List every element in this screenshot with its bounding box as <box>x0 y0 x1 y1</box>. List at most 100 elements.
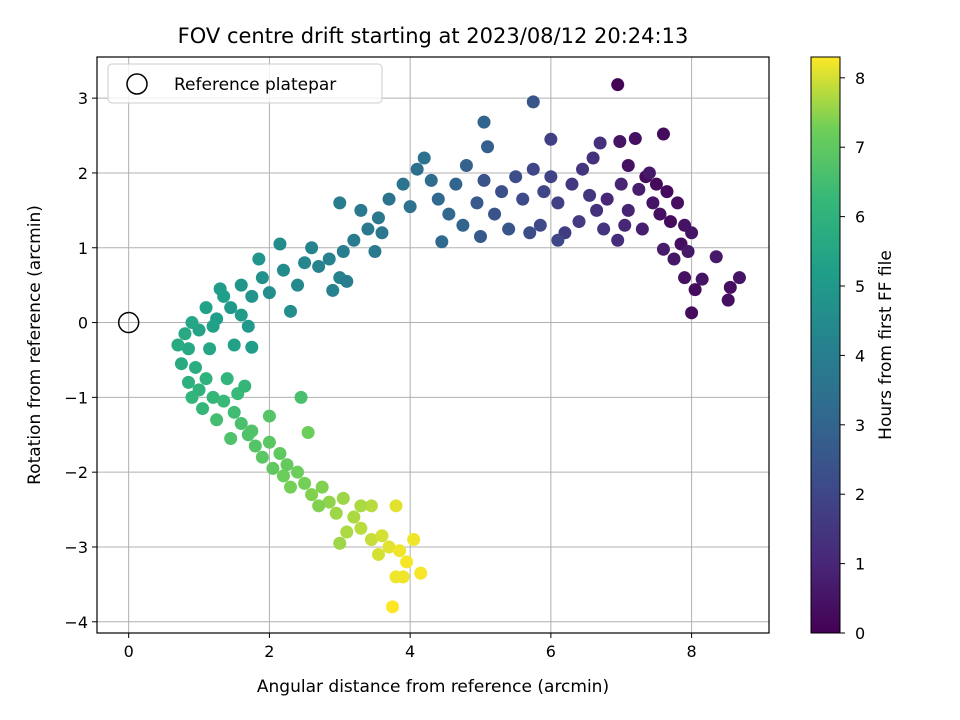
data-point <box>220 372 234 386</box>
data-point <box>291 465 305 479</box>
data-point <box>199 301 213 315</box>
data-point <box>171 338 185 352</box>
data-point <box>565 177 579 191</box>
colorbar-tick-label: 6 <box>855 208 865 227</box>
data-point <box>590 203 604 217</box>
data-point <box>227 338 241 352</box>
data-point <box>632 182 646 196</box>
data-point <box>477 115 491 129</box>
data-point <box>347 510 361 524</box>
data-point <box>210 413 224 427</box>
data-point <box>618 218 632 232</box>
data-point <box>597 222 611 236</box>
colorbar-tick-label: 4 <box>855 346 865 365</box>
colorbar-tick-label: 0 <box>855 624 865 643</box>
data-point <box>364 532 378 546</box>
data-point <box>526 95 540 109</box>
colorbar-tick-label: 5 <box>855 277 865 296</box>
data-point <box>611 233 625 247</box>
data-point <box>185 390 199 404</box>
data-point <box>364 499 378 513</box>
data-point <box>551 233 565 247</box>
data-point <box>368 244 382 258</box>
data-point <box>431 192 445 206</box>
data-point <box>206 319 220 333</box>
data-point <box>284 304 298 318</box>
data-point <box>340 525 354 539</box>
data-point <box>199 372 213 386</box>
data-point <box>371 547 385 561</box>
data-point <box>688 283 702 297</box>
colorbar: 0 1 2 3 4 5 6 7 8 Hours from first FF file <box>810 56 896 643</box>
colorbar-tick-label: 1 <box>855 555 865 574</box>
x-tick-label: 2 <box>264 642 274 661</box>
data-point <box>181 375 195 389</box>
data-point <box>709 250 723 264</box>
data-point <box>488 207 502 221</box>
data-point <box>649 177 663 191</box>
data-point <box>284 480 298 494</box>
data-point <box>663 215 677 229</box>
data-point <box>410 162 424 176</box>
data-point <box>329 506 343 520</box>
data-point <box>414 566 428 580</box>
data-point <box>189 360 203 374</box>
data-point <box>681 244 695 258</box>
data-point <box>667 252 681 266</box>
x-tick-label: 6 <box>546 642 556 661</box>
colorbar-ticks: 0 1 2 3 4 5 6 7 8 <box>840 69 865 643</box>
data-point <box>206 390 220 404</box>
data-point <box>526 162 540 176</box>
data-point <box>732 271 746 285</box>
data-point <box>572 215 586 229</box>
data-point <box>252 252 266 266</box>
data-point <box>336 244 350 258</box>
y-tick-label: −3 <box>64 538 88 557</box>
data-point <box>449 177 463 191</box>
data-point <box>382 540 396 554</box>
data-point <box>671 196 685 210</box>
data-points <box>117 78 746 614</box>
data-point <box>656 242 670 256</box>
data-point <box>653 207 667 221</box>
data-point <box>459 158 473 172</box>
data-point <box>196 402 210 416</box>
colorbar-tick-label: 2 <box>855 485 865 504</box>
x-axis: 0 2 4 6 8 <box>124 633 697 661</box>
data-point <box>333 536 347 550</box>
data-point <box>723 280 737 294</box>
x-tick-label: 4 <box>405 642 415 661</box>
data-point <box>305 241 319 255</box>
data-point <box>593 136 607 150</box>
data-point <box>646 196 660 210</box>
data-point <box>276 263 290 277</box>
data-point <box>621 203 635 217</box>
y-tick-label: 0 <box>78 314 88 333</box>
data-point <box>336 491 350 505</box>
y-tick-label: −4 <box>64 613 88 632</box>
data-point <box>354 499 368 513</box>
data-point <box>502 222 516 236</box>
data-point <box>340 274 354 288</box>
data-point <box>301 426 315 440</box>
data-point <box>234 417 248 431</box>
data-point <box>262 409 276 423</box>
data-point <box>523 226 537 240</box>
data-point <box>347 233 361 247</box>
data-point <box>276 469 290 483</box>
y-axis-label: Rotation from reference (arcmin) <box>25 205 45 485</box>
data-point <box>280 458 294 472</box>
data-point <box>354 203 368 217</box>
data-point <box>551 196 565 210</box>
data-point <box>305 488 319 502</box>
y-tick-label: −2 <box>64 463 88 482</box>
data-point <box>537 185 551 199</box>
data-point <box>273 237 287 251</box>
data-point <box>241 319 255 333</box>
data-point <box>361 222 375 236</box>
data-point <box>583 188 597 202</box>
data-point <box>245 424 259 438</box>
plot-frame <box>96 56 770 634</box>
data-point <box>234 308 248 322</box>
